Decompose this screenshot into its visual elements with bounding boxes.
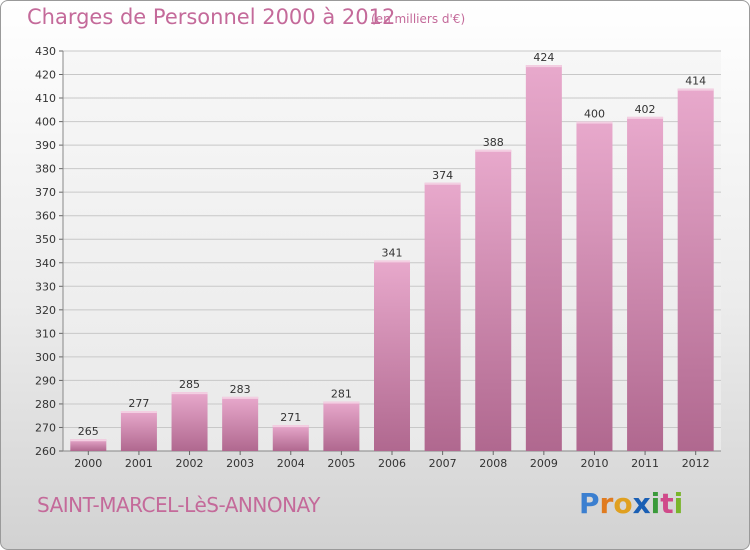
y-tick-label: 330 [35,280,56,293]
commune-name: SAINT-MARCEL-LèS-ANNONAY [37,493,320,517]
chart-subtitle: (en milliers d'€) [371,12,466,26]
bar [70,439,107,451]
x-tick-label: 2002 [176,457,204,470]
bar-highlight [627,116,664,119]
y-tick-label: 430 [35,45,56,58]
logo-letter: i [650,487,661,520]
data-label: 414 [685,75,706,88]
y-tick-label: 360 [35,210,56,223]
bar [677,88,714,451]
data-label: 265 [78,425,99,438]
bar-highlight [525,65,562,68]
x-tick-label: 2001 [125,457,153,470]
data-label: 388 [483,136,504,149]
bar [475,149,512,451]
data-label: 277 [128,397,149,410]
data-label: 341 [382,246,403,259]
bar-highlight [424,182,461,185]
bar [627,116,664,451]
y-tick-label: 370 [35,186,56,199]
x-tick-label: 2005 [327,457,355,470]
logo-letter: t [660,487,674,520]
bar [576,121,613,452]
logo-letter: i [673,487,684,520]
x-tick-label: 2007 [429,457,457,470]
bar-highlight [171,392,208,395]
y-tick-label: 400 [35,116,56,129]
plot-area: 260 270 280 290 300 310 320 330 340 350 360 370 380 3… [35,45,721,470]
bar [323,401,360,451]
bar-highlight [475,149,512,152]
y-tick-label: 380 [35,163,56,176]
data-label: 283 [230,383,251,396]
bar [525,65,562,451]
chart-title: Charges de Personnel 2000 à 2012 [27,5,396,29]
bar-highlight [222,396,259,399]
bar-highlight [677,88,714,91]
x-tick-label: 2003 [226,457,254,470]
bar [272,425,309,451]
data-label: 281 [331,388,352,401]
x-tick-label: 2004 [277,457,305,470]
bar-highlight [576,121,613,124]
data-label: 424 [533,51,554,64]
bar-highlight [120,411,157,413]
y-tick-label: 320 [35,304,56,317]
data-label: 400 [584,108,605,121]
x-tick-label: 2008 [479,457,507,470]
bar [222,396,259,451]
data-label: 285 [179,378,200,391]
logo-letter: o [613,487,633,520]
data-label: 271 [280,411,301,424]
y-tick-label: 310 [35,327,56,340]
logo-letter: x [632,487,651,520]
y-tick-label: 410 [35,92,56,105]
y-tick-label: 340 [35,257,56,270]
y-tick-label: 300 [35,351,56,364]
y-tick-label: 280 [35,398,56,411]
bar-highlight [323,401,360,404]
logo-letter: P [579,487,600,520]
x-tick-label: 2012 [682,457,710,470]
x-tick-label: 2000 [74,457,102,470]
x-tick-label: 2011 [631,457,659,470]
y-tick-label: 350 [35,233,56,246]
bar-highlight [374,260,410,263]
y-tick-label: 390 [35,139,56,152]
bar [374,260,410,451]
bar-highlight [70,439,107,442]
bar [424,182,461,451]
y-tick-label: 260 [35,445,56,458]
bar-highlight [272,425,309,428]
x-tick-label: 2010 [580,457,608,470]
bar [120,411,157,451]
data-label: 374 [432,169,453,182]
logo-letter: r [599,487,614,520]
y-tick-label: 420 [35,69,56,82]
x-tick-label: 2009 [530,457,558,470]
proxiti-logo: Proxiti [579,487,683,520]
data-label: 402 [635,103,656,116]
x-tick-label: 2006 [378,457,406,470]
y-tick-label: 290 [35,374,56,387]
y-tick-label: 270 [35,421,56,434]
bar [171,392,208,451]
